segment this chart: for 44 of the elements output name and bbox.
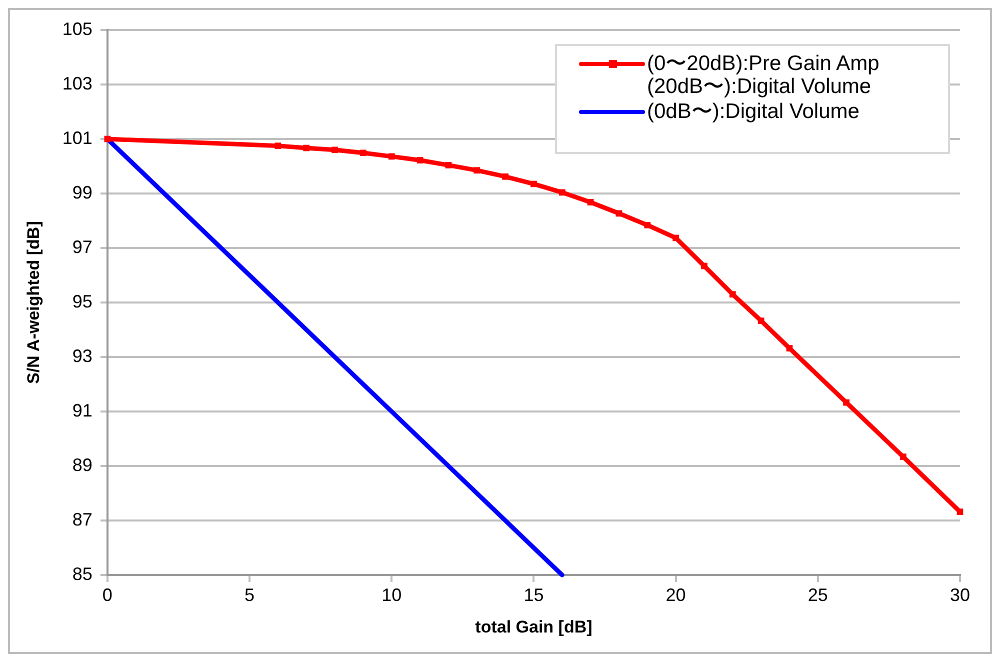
point: [502, 173, 508, 180]
point: [445, 162, 452, 168]
point: [388, 153, 395, 160]
x-tick-label: 25: [808, 584, 828, 605]
y-tick-label: 93: [72, 346, 92, 366]
y-tick-label: 101: [62, 128, 92, 148]
point: [332, 146, 338, 154]
point: [416, 157, 424, 164]
y-tick-label: 89: [72, 454, 92, 475]
y-tick-label: 87: [72, 509, 92, 530]
x-tick-label: 0: [102, 584, 112, 605]
point: [303, 144, 310, 152]
point: [644, 222, 651, 228]
point: [558, 189, 566, 196]
point: [274, 142, 282, 149]
point: [701, 262, 708, 270]
x-tick-label: 20: [666, 584, 686, 605]
y-axis-title: S/N A-weighted [dB]: [24, 221, 43, 384]
point: [786, 345, 793, 352]
x-tick-label: 15: [524, 584, 544, 605]
point: [672, 234, 679, 242]
y-tick-label: 105: [62, 18, 92, 39]
x-axis-title: total Gain [dB]: [475, 617, 592, 636]
y-tick-label: 95: [72, 291, 92, 312]
y-tick-label: 103: [62, 73, 92, 94]
y-tick-label: 85: [72, 564, 92, 584]
point: [956, 508, 964, 515]
x-tick-label: 5: [244, 584, 255, 605]
x-tick-label: 10: [382, 584, 402, 605]
point: [758, 318, 764, 324]
y-tick-label: 99: [72, 182, 92, 202]
point: [843, 399, 850, 406]
point: [360, 150, 366, 156]
y-tick-label: 91: [72, 400, 92, 420]
legend-label: (0〜20dB):Pre Gain Amp (20dB〜):Digital Volume: [647, 52, 880, 98]
point: [587, 199, 594, 206]
point: [530, 180, 537, 188]
point: [474, 167, 480, 174]
point: [729, 291, 736, 298]
legend-label: (0dB〜):Digital Volume: [647, 100, 860, 123]
y-tick-label: 97: [72, 236, 92, 257]
x-tick-label: 30: [950, 584, 970, 605]
point: [616, 210, 622, 217]
point: [900, 454, 906, 460]
